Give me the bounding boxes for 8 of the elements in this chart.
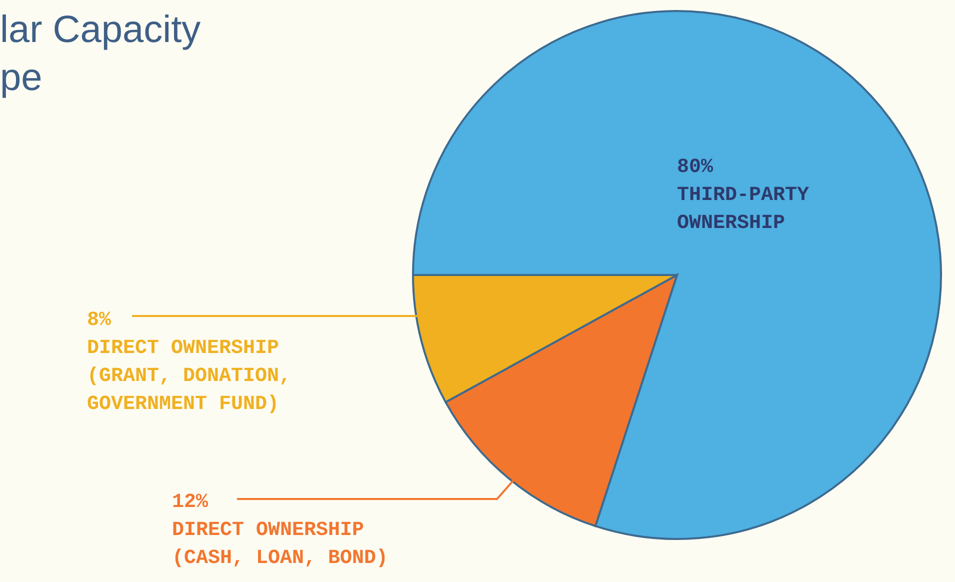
pie-slice <box>412 10 942 540</box>
slice-label: THIRD-PARTY OWNERSHIP <box>677 184 810 235</box>
text: lar Capacity pe <box>0 9 201 99</box>
data-label: 8% <box>87 309 112 332</box>
data-label: 80% <box>677 156 714 179</box>
data-label: 12% <box>172 491 210 514</box>
slice-label: DIRECT OWNERSHIP (GRANT, DONATION, GOVERNMENT FUND) <box>87 337 292 416</box>
slice-label: DIRECT OWNERSHIP (CASH, LOAN, BOND) <box>172 519 388 570</box>
